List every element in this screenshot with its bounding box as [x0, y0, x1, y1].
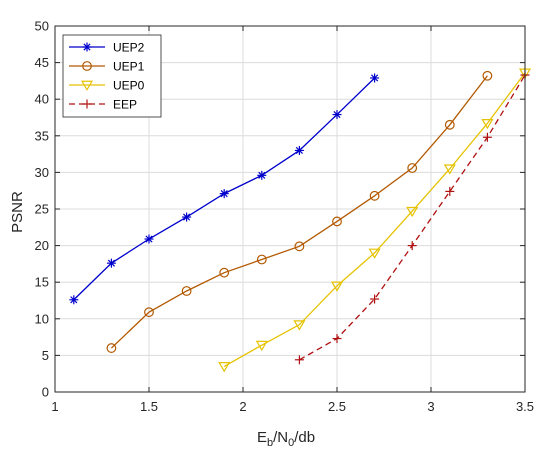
series-line-uep1: [110, 75, 488, 349]
y-tick-label: 40: [35, 92, 49, 107]
data-point-eep: [370, 294, 380, 304]
data-point-eep: [332, 334, 342, 344]
data-point-uep0: [255, 340, 268, 352]
data-point-eep: [482, 132, 492, 142]
y-tick-label: 20: [35, 238, 49, 253]
legend-label-uep0: UEP0: [113, 79, 145, 93]
data-point-uep0: [406, 206, 419, 218]
legend-marker-uep2: [82, 42, 92, 52]
legend-box: [62, 34, 162, 118]
data-point-uep2: [144, 234, 154, 244]
x-axis-label-mid: /N: [273, 429, 288, 446]
data-point-uep2: [257, 170, 267, 180]
data-point-uep2: [219, 189, 229, 199]
data-point-uep1: [219, 267, 230, 278]
x-tick-label: 3: [427, 399, 434, 414]
legend-label-uep2: UEP2: [113, 41, 145, 55]
data-point-eep: [294, 355, 304, 365]
y-tick-label: 50: [35, 19, 49, 34]
data-point-uep1: [332, 216, 342, 227]
x-axis-label-main: E: [257, 429, 267, 446]
y-tick-label: 0: [42, 385, 49, 400]
data-point-eep: [445, 186, 455, 196]
x-tick-label: 2: [239, 399, 246, 414]
data-point-uep2: [69, 295, 79, 305]
legend-marker-uep0: [80, 80, 94, 91]
y-tick-label: 15: [35, 275, 49, 290]
y-tick-label: 5: [42, 348, 49, 363]
y-tick-label: 10: [35, 311, 49, 326]
x-tick-label: 1: [51, 399, 58, 414]
x-axis-label-sub1: b: [267, 437, 273, 449]
data-point-uep2: [332, 110, 342, 120]
legend-marker-eep: [82, 99, 92, 109]
data-point-uep1: [256, 254, 267, 265]
x-axis-label: Eb/N0/db: [257, 429, 315, 449]
axis-ticks: 1 1.5 2 2.5 3 3.5 0 5 10 15 20 25 30 35 40 45 50: [35, 19, 535, 415]
series-layer: [69, 68, 532, 373]
data-point-uep0: [293, 320, 306, 331]
y-tick-label: 25: [35, 202, 49, 217]
data-point-uep2: [106, 258, 116, 268]
legend-label-eep: EEP: [113, 98, 137, 112]
series-line-uep0: [223, 72, 526, 367]
data-point-uep1: [369, 190, 380, 201]
data-point-uep1: [407, 163, 418, 173]
x-tick-label: 1.5: [140, 399, 158, 414]
data-point-uep1: [294, 241, 305, 252]
data-point-uep0: [218, 362, 231, 373]
data-point-uep2: [294, 145, 304, 155]
data-point-uep1: [181, 286, 192, 296]
data-point-uep1: [144, 307, 154, 318]
y-axis-label: PSNR: [9, 191, 26, 233]
data-point-uep1: [444, 119, 455, 130]
y-tick-label: 30: [35, 165, 49, 180]
data-point-uep0: [330, 281, 344, 292]
legend: UEP2 UEP1 UEP0 EEP: [62, 34, 162, 118]
data-point-uep1: [106, 343, 117, 353]
legend-marker-uep1: [82, 61, 92, 71]
y-tick-label: 45: [35, 55, 49, 70]
x-axis-label-sub2: 0: [288, 437, 294, 449]
x-axis-label-tail: /db: [294, 429, 315, 446]
data-point-uep2: [182, 212, 192, 222]
data-point-eep: [407, 241, 417, 251]
x-tick-label: 2.5: [328, 399, 346, 414]
y-tick-label: 35: [35, 128, 49, 143]
data-point-uep0: [481, 119, 494, 130]
data-point-uep0: [368, 248, 381, 259]
data-point-uep2: [370, 73, 380, 83]
data-point-uep0: [443, 164, 456, 175]
x-tick-label: 3.5: [516, 399, 534, 414]
legend-label-uep1: UEP1: [113, 60, 145, 74]
data-point-uep1: [482, 70, 493, 81]
